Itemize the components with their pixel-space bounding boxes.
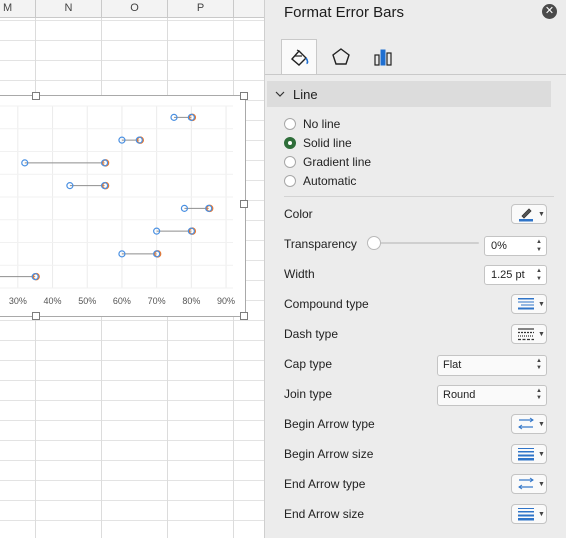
- end-arrow-size-label: End Arrow size: [284, 507, 364, 521]
- cap-type-value: Flat: [443, 359, 461, 371]
- format-error-bars-panel: Format Error Bars ✕: [264, 0, 566, 538]
- cap-type-select[interactable]: Flat ▲ ▼: [437, 355, 547, 376]
- column-header-m[interactable]: M: [0, 0, 35, 17]
- compound-type-label: Compound type: [284, 297, 369, 311]
- caret-down-icon: ▼: [538, 511, 545, 518]
- fill-line-tab[interactable]: [281, 39, 317, 75]
- dash-lines-icon: [517, 327, 535, 341]
- caret-down-icon: ▼: [538, 331, 545, 338]
- resize-handle-bottom[interactable]: [32, 312, 40, 320]
- radio-gradient-line[interactable]: Gradient line: [284, 153, 371, 171]
- end-arrow-type-label: End Arrow type: [284, 477, 365, 491]
- caret-down-icon: ▼: [538, 211, 545, 218]
- width-value: 1.25 pt: [491, 269, 525, 281]
- column-header-q[interactable]: [233, 0, 264, 17]
- radio-button-selected[interactable]: [284, 137, 296, 149]
- dumbbell-chart: 30% 40% 50% 60% 70% 80% 90%: [0, 96, 245, 316]
- arrow-type-icon: [517, 417, 535, 431]
- line-section-label: Line: [293, 87, 318, 102]
- begin-arrow-size-button[interactable]: ▼: [511, 444, 547, 464]
- radio-automatic[interactable]: Automatic: [284, 172, 356, 190]
- radio-no-line-label: No line: [303, 117, 340, 131]
- resize-handle-top[interactable]: [32, 92, 40, 100]
- tab-divider: [265, 74, 566, 75]
- resize-handle-right[interactable]: [240, 200, 248, 208]
- select-arrows-icon: ▲ ▼: [536, 358, 542, 372]
- compound-type-button[interactable]: ▼: [511, 294, 547, 314]
- arrow-size-icon: [517, 447, 535, 461]
- bar-chart-icon: [372, 46, 394, 68]
- caret-down-icon: ▼: [538, 421, 545, 428]
- x-axis-tick-label: 80%: [182, 296, 200, 306]
- select-arrows-icon: ▲ ▼: [536, 388, 542, 402]
- close-icon[interactable]: ✕: [542, 4, 557, 19]
- resize-handle-bottom-right[interactable]: [240, 312, 248, 320]
- panel-title: Format Error Bars: [284, 4, 404, 21]
- color-picker-button[interactable]: ▼: [511, 204, 547, 224]
- options-tab[interactable]: [365, 39, 401, 75]
- x-axis-tick-label: 30%: [9, 296, 27, 306]
- begin-arrow-type-label: Begin Arrow type: [284, 417, 375, 431]
- chevron-down-icon: [275, 89, 285, 99]
- transparency-value: 0%: [491, 240, 507, 252]
- end-arrow-type-button[interactable]: ▼: [511, 474, 547, 494]
- x-axis-tick-label: 50%: [78, 296, 96, 306]
- line-section-header[interactable]: Line: [267, 81, 551, 107]
- radio-button[interactable]: [284, 156, 296, 168]
- begin-arrow-type-button[interactable]: ▼: [511, 414, 547, 434]
- x-axis-tick-label: 90%: [217, 296, 235, 306]
- spreadsheet-grid[interactable]: M N O P 30% 40% 50% 60% 70% 80% 90%: [0, 0, 264, 538]
- column-header-row: M N O P: [0, 0, 264, 18]
- begin-arrow-size-label: Begin Arrow size: [284, 447, 373, 461]
- color-label: Color: [284, 207, 313, 221]
- end-arrow-size-button[interactable]: ▼: [511, 504, 547, 524]
- transparency-slider-knob[interactable]: [367, 236, 381, 250]
- cap-type-label: Cap type: [284, 357, 332, 371]
- radio-button[interactable]: [284, 175, 296, 187]
- radio-no-line[interactable]: No line: [284, 115, 340, 133]
- transparency-label: Transparency: [284, 237, 357, 251]
- pen-color-icon: [517, 206, 535, 222]
- compound-lines-icon: [517, 297, 535, 311]
- effects-tab[interactable]: [323, 39, 359, 75]
- join-type-select[interactable]: Round ▲ ▼: [437, 385, 547, 406]
- dash-type-label: Dash type: [284, 327, 338, 341]
- join-type-value: Round: [443, 389, 475, 401]
- arrow-size-icon: [517, 507, 535, 521]
- x-axis-tick-label: 60%: [113, 296, 131, 306]
- radio-gradient-line-label: Gradient line: [303, 155, 371, 169]
- paint-bucket-icon: [287, 46, 311, 70]
- radio-automatic-label: Automatic: [303, 174, 356, 188]
- transparency-slider-track[interactable]: [373, 242, 479, 244]
- radio-solid-line-label: Solid line: [303, 136, 352, 150]
- x-axis-tick-label: 40%: [44, 296, 62, 306]
- column-header-n[interactable]: N: [35, 0, 101, 17]
- caret-down-icon: ▼: [538, 481, 545, 488]
- chart-area[interactable]: 30% 40% 50% 60% 70% 80% 90%: [0, 95, 246, 317]
- radio-button[interactable]: [284, 118, 296, 130]
- section-divider: [284, 196, 554, 197]
- caret-down-icon: ▼: [538, 451, 545, 458]
- spinner-arrows-icon[interactable]: ▲ ▼: [535, 238, 543, 254]
- transparency-input[interactable]: 0% ▲ ▼: [484, 236, 547, 256]
- column-header-o[interactable]: O: [101, 0, 167, 17]
- width-label: Width: [284, 267, 315, 281]
- x-axis-tick-label: 70%: [148, 296, 166, 306]
- spinner-arrows-icon[interactable]: ▲ ▼: [535, 267, 543, 283]
- width-input[interactable]: 1.25 pt ▲ ▼: [484, 265, 547, 285]
- join-type-label: Join type: [284, 387, 332, 401]
- resize-handle-top-right[interactable]: [240, 92, 248, 100]
- column-header-p[interactable]: P: [167, 0, 233, 17]
- dash-type-button[interactable]: ▼: [511, 324, 547, 344]
- caret-down-icon: ▼: [538, 301, 545, 308]
- pentagon-icon: [330, 46, 352, 68]
- radio-solid-line[interactable]: Solid line: [284, 134, 352, 152]
- arrow-type-icon: [517, 477, 535, 491]
